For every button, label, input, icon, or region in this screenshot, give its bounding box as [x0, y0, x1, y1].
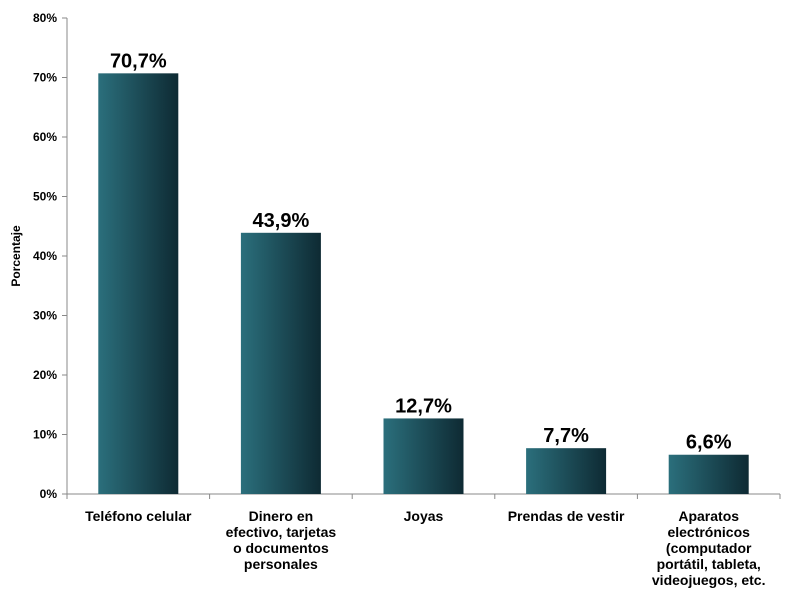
category-label: Dinero en: [249, 508, 314, 524]
x-axis: [66, 493, 781, 499]
category-label: efectivo, tarjetas: [226, 524, 337, 540]
category-label: portátil, tableta,: [657, 556, 761, 572]
data-label: 43,9%: [253, 210, 310, 232]
data-label: 6,6%: [686, 432, 732, 454]
bar: [668, 454, 749, 494]
y-tick-label: 60%: [33, 130, 57, 144]
y-axis: 0% 10% 20% 30% 40% 50% 60% 70% 80%: [33, 11, 68, 501]
category-label: Aparatos: [678, 508, 739, 524]
category-label: Teléfono celular: [85, 508, 192, 524]
y-tick-label: 50%: [33, 190, 57, 204]
y-tick-label: 30%: [33, 309, 57, 323]
data-label: 7,7%: [543, 425, 589, 447]
bar: [526, 448, 607, 494]
data-labels: 70,7% 43,9% 12,7% 7,7% 6,6%: [110, 50, 732, 453]
data-label: 70,7%: [110, 50, 167, 72]
y-tick-label: 80%: [33, 11, 57, 25]
data-label: 12,7%: [395, 395, 452, 417]
bar: [383, 418, 464, 494]
y-tick-label: 40%: [33, 249, 57, 263]
bar: [98, 73, 179, 495]
y-tick-label: 70%: [33, 71, 57, 85]
y-tick-label: 10%: [33, 428, 57, 442]
category-label: Joyas: [404, 508, 444, 524]
y-axis-title: Porcentaje: [9, 225, 23, 287]
category-label: Prendas de vestir: [508, 508, 625, 524]
category-label: personales: [244, 556, 318, 572]
y-tick-label: 0%: [40, 487, 58, 501]
category-label: o documentos: [233, 540, 329, 556]
category-label: electrónicos: [667, 524, 750, 540]
bar: [240, 232, 321, 495]
category-label: videojuegos, etc.: [652, 572, 766, 588]
y-tick-label: 20%: [33, 368, 57, 382]
bars: [98, 73, 749, 495]
category-label: (computador: [666, 540, 752, 556]
